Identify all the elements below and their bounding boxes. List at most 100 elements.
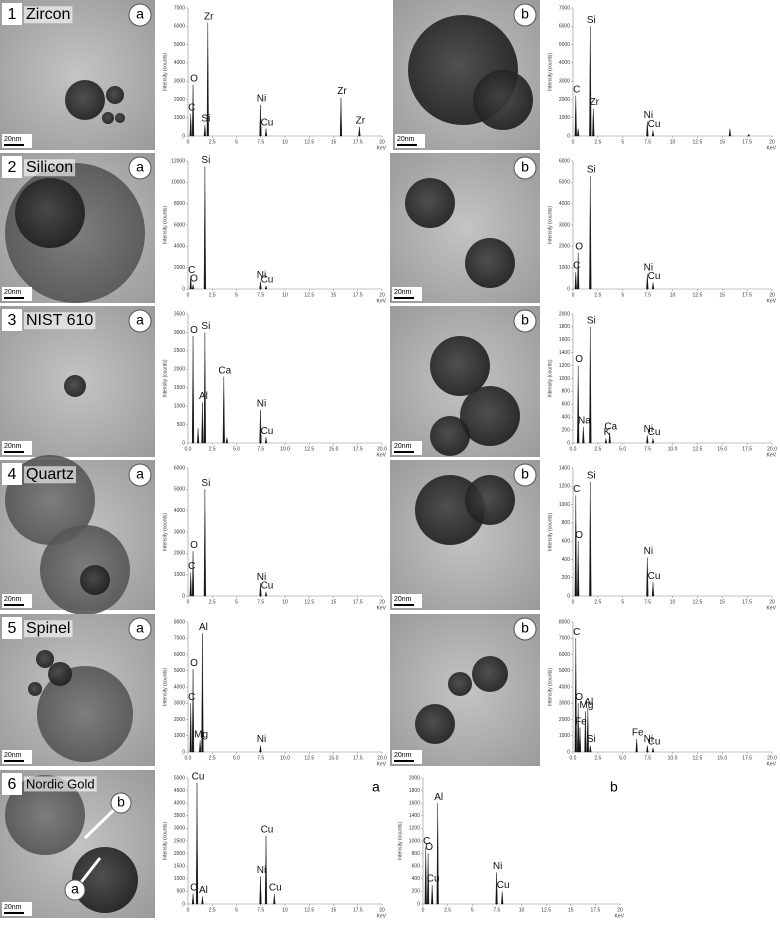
x-tick-label: 15: [719, 292, 725, 298]
x-tick-label: 7.5: [644, 446, 651, 452]
y-tick-label: 3500: [174, 813, 185, 819]
y-tick-label: 1200: [409, 826, 420, 832]
particle: [5, 775, 85, 855]
x-tick-label: 2.5: [209, 907, 216, 913]
y-tick-label: 7000: [559, 5, 570, 11]
peak: [189, 703, 192, 753]
peak-label: C: [573, 484, 580, 495]
peak-label: O: [575, 241, 583, 252]
x-tick-label: 2.5: [209, 599, 216, 605]
sample-title: NIST 610: [26, 312, 93, 329]
x-axis-label: KeV: [767, 605, 777, 611]
particle: [430, 416, 470, 456]
y-tick-label: 3000: [174, 701, 185, 707]
number-box: [2, 463, 22, 485]
peak: [495, 872, 498, 905]
particle: [65, 80, 105, 120]
peak: [584, 711, 587, 753]
y-tick-label: 200: [562, 427, 571, 433]
peak-label: Cu: [269, 883, 282, 894]
y-tick-label: 3500: [174, 311, 185, 317]
x-axis-label: KeV: [377, 913, 387, 919]
peak-label: Zr: [337, 86, 347, 97]
sample-title: Silicon: [26, 159, 73, 176]
peak: [577, 703, 580, 753]
peak: [206, 22, 209, 137]
x-axis-label: KeV: [767, 145, 777, 151]
panel-letter: b: [521, 620, 529, 636]
peak: [651, 438, 655, 444]
panel-circle: [128, 617, 152, 641]
particle: [430, 336, 490, 396]
tem-image: 4 Quartz a 20nm: [0, 455, 155, 615]
x-tick-label: 17.5: [742, 755, 752, 761]
peak: [191, 669, 195, 753]
y-axis-label: Intensity (counts): [162, 668, 168, 706]
y-tick-label: 6000: [174, 24, 185, 30]
row-number: 5: [8, 620, 17, 637]
y-tick-label: 500: [177, 889, 186, 895]
panel-letter: a: [136, 466, 144, 482]
y-tick-label: 10000: [171, 180, 185, 186]
scale-label: 20nm: [4, 596, 22, 603]
scale-label: 20nm: [4, 443, 22, 450]
y-tick-label: 1000: [174, 733, 185, 739]
x-tick-label: 10: [282, 599, 288, 605]
peak-label: Cu: [261, 426, 274, 437]
scale-label: 20nm: [4, 904, 22, 911]
y-tick-label: 600: [412, 864, 421, 870]
tem-image: b 20nm: [390, 306, 540, 457]
peak: [189, 572, 192, 597]
y-tick-label: 5000: [174, 775, 185, 781]
particle: [48, 662, 72, 686]
y-axis-label: Intensity (counts): [162, 359, 168, 397]
y-tick-label: 1000: [409, 838, 420, 844]
y-tick-label: 6000: [174, 465, 185, 471]
y-tick-label: 1000: [174, 115, 185, 121]
tem-image: b 20nm: [390, 153, 540, 303]
number-box: [2, 156, 22, 178]
y-axis-label: Intensity (counts): [547, 513, 553, 551]
peak-label: C: [188, 692, 195, 703]
peak-label: Cu: [648, 427, 661, 438]
x-tick-label: 15: [331, 907, 337, 913]
title-box: [24, 312, 96, 330]
y-tick-label: 1500: [174, 385, 185, 391]
y-tick-label: 500: [177, 422, 186, 428]
panel-letter: b: [521, 466, 529, 482]
peak-label: Fe: [575, 716, 587, 727]
arrow-circle: [64, 879, 86, 901]
x-axis-label: KeV: [377, 145, 387, 151]
x-tick-label: 5.0: [619, 755, 626, 761]
x-axis-label: KeV: [377, 761, 387, 767]
peak: [646, 435, 649, 444]
x-tick-label: 12.5: [541, 907, 551, 913]
x-tick-label: 10: [670, 139, 676, 145]
panel-circle: [513, 3, 537, 27]
y-tick-label: 2500: [174, 838, 185, 844]
peak: [427, 853, 430, 905]
peak: [264, 835, 268, 905]
x-tick-label: 10.0: [280, 755, 290, 761]
peak-label: Al: [199, 622, 208, 633]
x-tick-label: 0: [187, 292, 190, 298]
peak: [201, 402, 204, 444]
x-tick-label: 7.5: [257, 599, 264, 605]
x-tick-label: 7.5: [257, 139, 264, 145]
scale-label: 20nm: [394, 289, 412, 296]
peak-label: O: [190, 540, 198, 551]
peak: [264, 437, 268, 444]
peak-label: Ni: [493, 861, 502, 872]
y-tick-label: 5000: [559, 668, 570, 674]
scale-label: 20nm: [4, 136, 22, 143]
peak: [582, 426, 585, 444]
row-number: 6: [8, 776, 17, 793]
panel-letter: b: [610, 779, 618, 795]
x-axis-label: KeV: [377, 452, 387, 458]
y-tick-label: 2000: [174, 717, 185, 723]
peak: [574, 95, 577, 137]
x-tick-label: 20.0: [377, 755, 387, 761]
x-tick-label: 12.5: [693, 292, 703, 298]
x-tick-label: 12.5: [304, 907, 314, 913]
spectrum-chart: 0 2000 4000 6000 8000 10000 12000 0 2.5 5 7.5 10 12.…: [162, 155, 386, 304]
